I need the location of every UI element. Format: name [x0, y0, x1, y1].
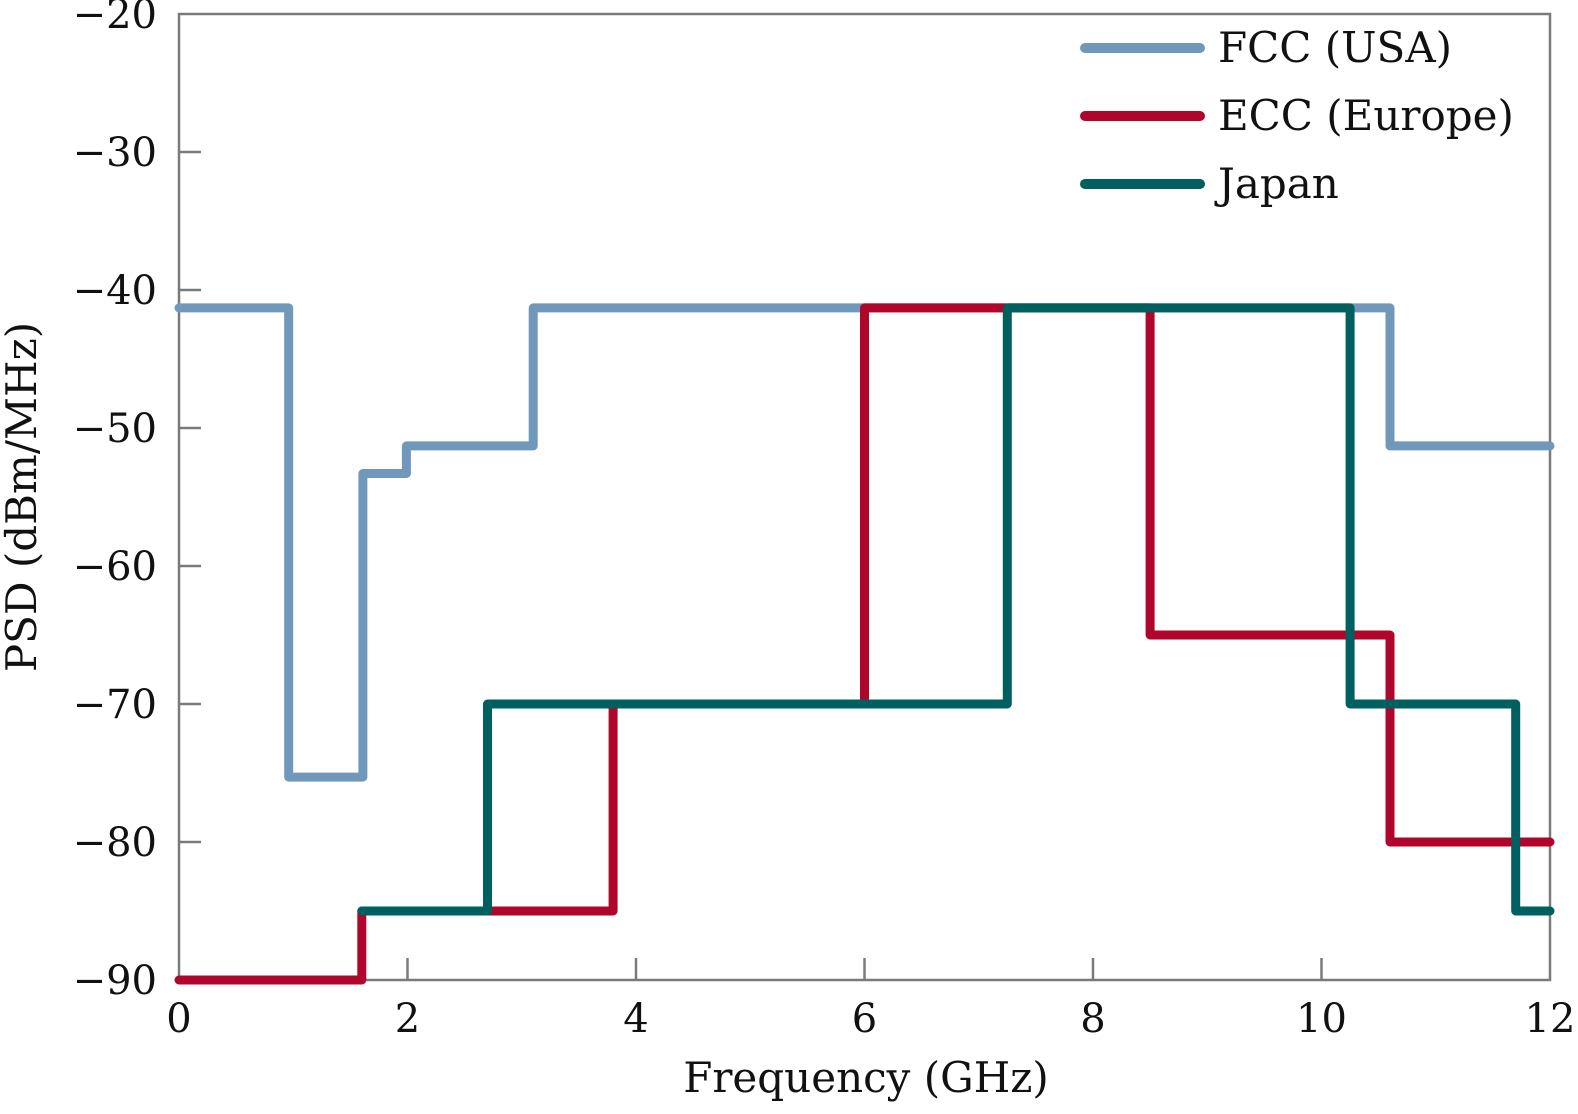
series-line-fcc-usa	[174, 303, 1555, 782]
legend: FCC (USA) ECC (Europe) Japan	[1080, 23, 1514, 208]
y-tick-label: −80	[73, 820, 157, 866]
legend-label: ECC (Europe)	[1218, 91, 1514, 140]
ticks-layer: 0 2 4 6 8 10 12 −20 −30 −40 −50 −60 −70 −80 −90	[73, 0, 1576, 1042]
y-tick-label: −50	[73, 406, 157, 452]
series-line-ecc-europe	[174, 303, 1555, 985]
x-tick-label: 6	[852, 996, 877, 1042]
y-tick-label: −70	[73, 682, 157, 728]
y-tick-label: −40	[73, 268, 157, 314]
x-tick-label: 12	[1525, 996, 1576, 1042]
x-tick-label: 4	[623, 996, 648, 1042]
x-tick-label: 10	[1296, 996, 1347, 1042]
y-tick-label: −20	[73, 0, 157, 38]
series-layer	[174, 303, 1555, 985]
legend-label: Japan	[1214, 159, 1339, 208]
x-axis-label: Frequency (GHz)	[683, 1053, 1049, 1102]
series-line-japan	[357, 303, 1555, 916]
x-tick-label: 0	[166, 996, 191, 1042]
x-tick-label: 8	[1080, 996, 1105, 1042]
y-tick-label: −30	[73, 130, 157, 176]
y-tick-label: −60	[73, 544, 157, 590]
y-axis-label: PSD (dBm/MHz)	[0, 322, 46, 672]
legend-label: FCC (USA)	[1218, 23, 1452, 72]
x-tick-label: 2	[395, 996, 420, 1042]
y-tick-label: −90	[73, 958, 157, 1004]
